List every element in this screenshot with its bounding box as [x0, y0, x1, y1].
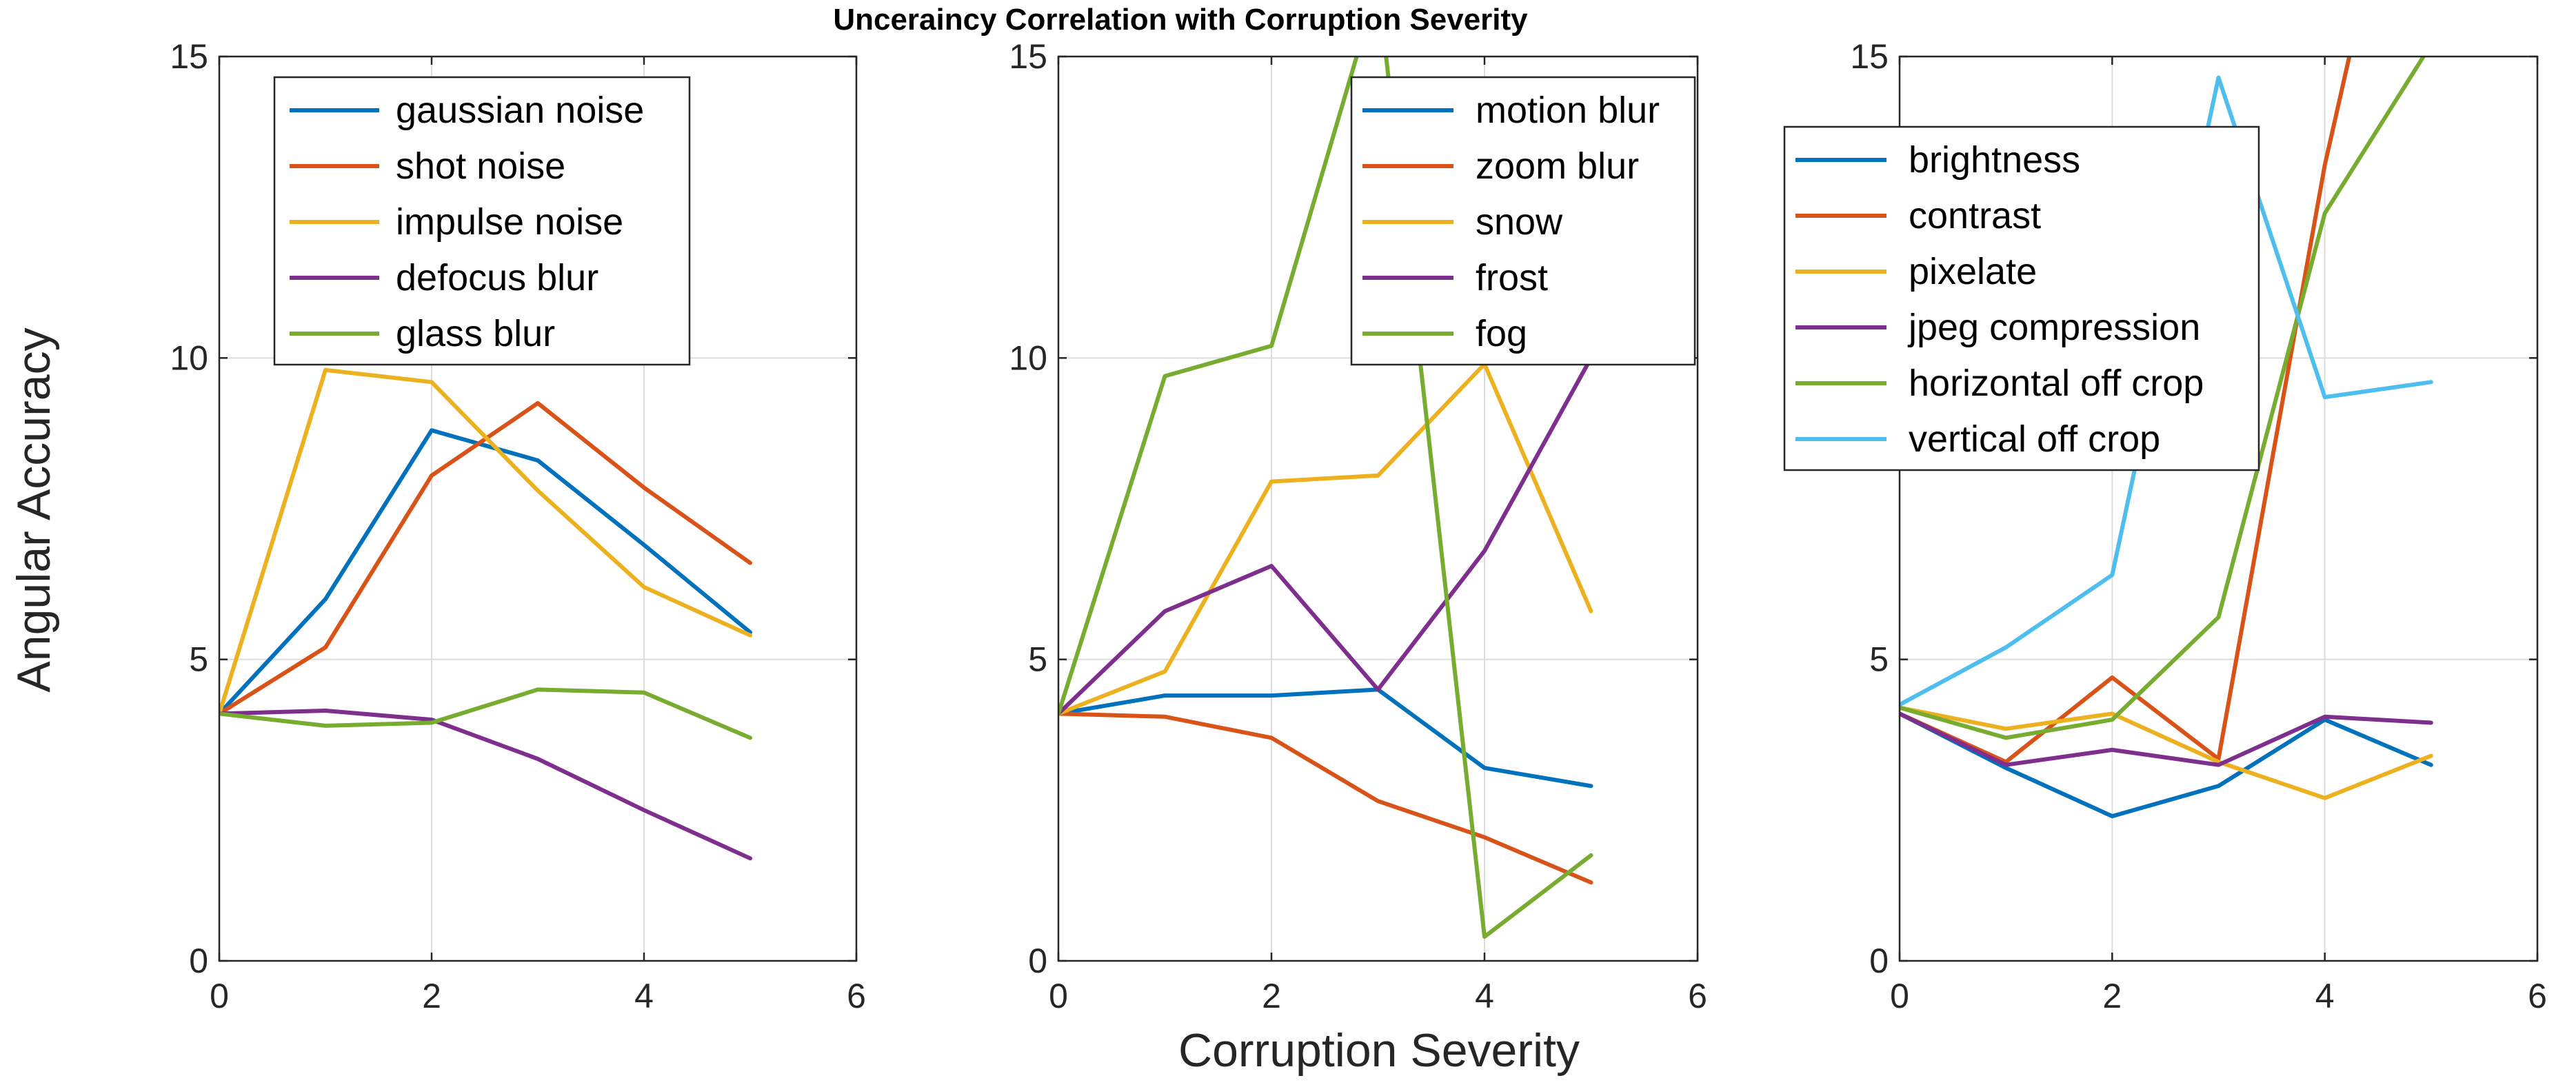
x-axis-label: Corruption Severity: [1178, 1024, 1580, 1077]
legend-label: zoom blur: [1476, 145, 1639, 187]
series-line-1: [219, 428, 752, 716]
x-tick-label: 6: [2528, 977, 2547, 1015]
series-line-1: [1900, 711, 2433, 819]
legend-label: frost: [1476, 257, 1548, 298]
chart-panel-2: 0 2 4 6 0 5 10 15 motion blur zoom blur snow frost f…: [1009, 37, 1707, 1015]
legend-label: snow: [1476, 201, 1563, 243]
series-line-2: [1058, 711, 1593, 885]
y-tick-label: 5: [1028, 640, 1047, 679]
legend-label: brightness: [1909, 139, 2080, 181]
y-tick-label: 10: [170, 338, 208, 377]
x-tick-label: 4: [634, 977, 654, 1015]
legend-label: fog: [1476, 313, 1527, 354]
y-tick-label: 0: [1869, 942, 1889, 980]
x-tick-label: 4: [2315, 977, 2335, 1015]
legend-label: defocus blur: [396, 257, 598, 298]
y-tick-label: 15: [1009, 37, 1047, 76]
series-group: [1058, 57, 1593, 939]
legend-label: vertical off crop: [1909, 418, 2160, 460]
legend: gaussian noise shot noise impulse noise def…: [273, 76, 691, 366]
legend-box: [1783, 125, 2260, 471]
legend-label: shot noise: [396, 145, 565, 187]
series-line-3: [1900, 705, 2433, 800]
legend-label: jpeg compression: [1907, 307, 2200, 348]
y-tick-label: 15: [1850, 37, 1889, 76]
x-tick-label: 6: [847, 977, 866, 1015]
figure-title: Unceraincy Correlation with Corruption S…: [833, 3, 1528, 37]
axes-box: [1057, 55, 1699, 962]
series-line-4: [1900, 711, 2433, 767]
series-line-5: [1058, 57, 1593, 939]
x-tick-label: 2: [1262, 977, 1281, 1015]
series-line-3: [219, 367, 752, 716]
series-line-3: [1058, 362, 1593, 716]
x-tick-label: 2: [2102, 977, 2122, 1015]
series-line-1: [1058, 687, 1593, 789]
x-tick-label: 2: [422, 977, 441, 1015]
y-axis-label: Angular Accuracy: [8, 327, 60, 692]
series-line-2: [1900, 57, 2352, 764]
axes-box: [1898, 55, 2539, 962]
axes-box: [218, 55, 858, 962]
legend-label: gaussian noise: [396, 90, 644, 131]
legend-label: motion blur: [1476, 90, 1660, 131]
legend-label: pixelate: [1909, 251, 2037, 292]
y-tick-label: 15: [170, 37, 208, 76]
legend: motion blur zoom blur snow frost fog: [1350, 76, 1696, 366]
series-line-2: [219, 400, 752, 716]
x-tick-label: 0: [210, 977, 229, 1015]
series-line-5: [219, 687, 752, 740]
legend-label: impulse noise: [396, 201, 623, 243]
y-tick-label: 5: [1869, 640, 1889, 679]
charts-layer: 0 2 4 6 0 5 10 15 gaussian noise shot noise impuls…: [170, 37, 2547, 1015]
x-tick-label: 0: [1890, 977, 1909, 1015]
chart-panel-3: 0246051015brightnesscontrastpixelatejpeg…: [1783, 37, 2547, 1015]
x-tick-label: 4: [1475, 977, 1494, 1015]
legend: brightness contrast pixelate jpeg compressi…: [1783, 125, 2260, 471]
y-tick-label: 0: [1028, 942, 1047, 980]
legend-label: glass blur: [396, 313, 555, 354]
chart-panel-1: 0 2 4 6 0 5 10 15 gaussian noise shot noise impuls…: [170, 37, 866, 1015]
series-line-4: [219, 709, 752, 861]
y-tick-label: 5: [189, 640, 208, 679]
legend-label: contrast: [1909, 195, 2041, 236]
series-group: [219, 367, 752, 861]
x-tick-label: 0: [1049, 977, 1068, 1015]
y-tick-label: 10: [1009, 338, 1047, 377]
x-tick-label: 6: [1688, 977, 1707, 1015]
series-line-5: [1900, 57, 2426, 740]
series-line-4: [1058, 356, 1593, 716]
legend-label: horizontal off crop: [1909, 363, 2204, 404]
y-tick-label: 0: [189, 942, 208, 980]
